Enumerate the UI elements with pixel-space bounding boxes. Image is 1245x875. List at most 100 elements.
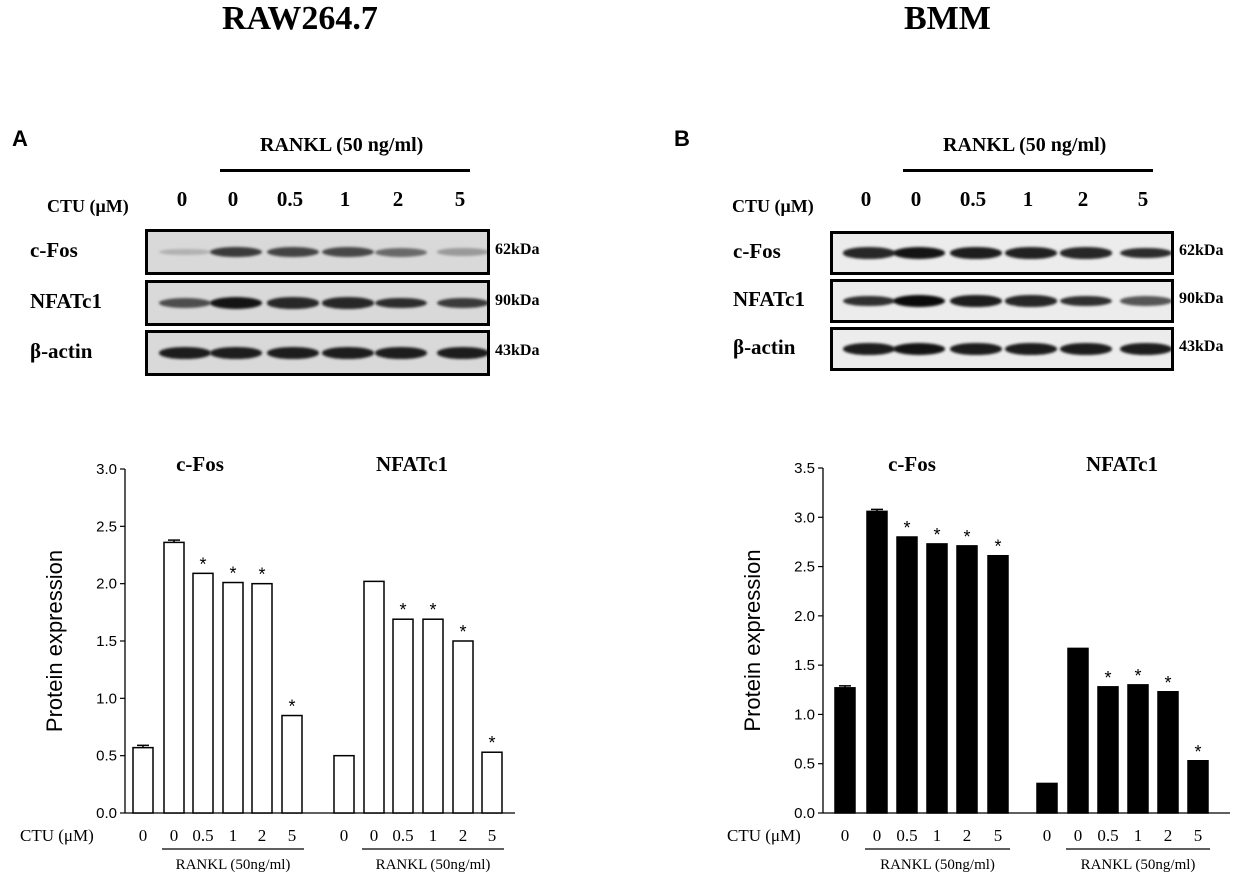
panel-b-conc-2: 0.5 xyxy=(959,187,987,211)
panel-a-band-2-1 xyxy=(210,347,262,359)
chart-b-sig-1-3: * xyxy=(1134,666,1141,686)
panel-a-conc-4: 2 xyxy=(392,187,404,211)
panel-b-band-0-3 xyxy=(1005,247,1057,259)
panel-a-conc-2: 0.5 xyxy=(276,187,304,211)
chart-b-bar-0-3 xyxy=(926,543,948,814)
chart-a-xcat-1-2: 0.5 xyxy=(392,826,413,845)
panel-b-band-1-4 xyxy=(1060,295,1112,307)
panel-a-blot-label-2: β-actin xyxy=(30,339,93,363)
panel-b-conc-0: 0 xyxy=(860,187,872,211)
chart-a-bar-1-4 xyxy=(452,640,474,814)
panel-a-conc-0: 0 xyxy=(176,187,188,211)
chart-b-bar-0-2 xyxy=(896,536,918,814)
chart-b-xcat-0-5: 5 xyxy=(994,826,1003,845)
chart-a-ytick-label-2: 1.0 xyxy=(96,690,117,707)
chart-a-rankl-label-1: RANKL (50ng/ml) xyxy=(376,857,491,873)
chart-b-sig-0-2: * xyxy=(903,518,910,538)
chart-b-bar-1-2 xyxy=(1097,686,1119,814)
chart-a-x-prefix: CTU (μM) xyxy=(20,826,94,845)
chart-b-sig-0-5: * xyxy=(994,537,1001,557)
panel-b-blot-0 xyxy=(830,231,1174,275)
chart-a-ytick-label-6: 3.0 xyxy=(96,461,117,478)
chart-a-rankl-label-0: RANKL (50ng/ml) xyxy=(176,857,291,873)
panel-a-band-1-0 xyxy=(159,298,211,308)
chart-a-bar-0-3 xyxy=(222,581,244,814)
chart-a-xcat-1-4: 2 xyxy=(459,826,468,845)
chart-a-xcat-0-3: 1 xyxy=(229,826,238,845)
panel-b-letter: B xyxy=(674,126,690,151)
panel-b-band-2-2 xyxy=(950,343,1002,355)
panel-b-band-1-2 xyxy=(950,295,1002,307)
panel-b-conc-4: 2 xyxy=(1077,187,1089,211)
panel-b-conc-5: 5 xyxy=(1137,187,1149,211)
panel-a-blot-0 xyxy=(145,229,490,275)
panel-a-conc-5: 5 xyxy=(454,187,466,211)
panel-b-blot-label-1: NFATc1 xyxy=(733,287,805,311)
panel-a-letter: A xyxy=(12,126,28,151)
chart-a-xcat-0-1: 0 xyxy=(170,826,179,845)
chart-b-bar-1-1 xyxy=(1067,647,1089,814)
chart-a-bar-0-5 xyxy=(281,714,303,814)
chart-b-ytick-label-7: 3.5 xyxy=(794,460,815,477)
chart-a-xcat-0-4: 2 xyxy=(258,826,267,845)
chart-b-xcat-1-4: 2 xyxy=(1164,826,1173,845)
panel-a-bar-chart: 0.0 0.5 1.0 1.5 2.0 2.5 3.0 Protein expression C… xyxy=(20,452,515,873)
panel-b-band-1-0 xyxy=(843,295,895,307)
panel-b-band-2-3 xyxy=(1005,343,1057,355)
chart-b-sig-0-4: * xyxy=(963,527,970,547)
panel-a-band-0-0 xyxy=(159,248,211,256)
chart-a-xcat-1-1: 0 xyxy=(370,826,379,845)
chart-a-sig-0-3: * xyxy=(229,564,236,584)
chart-a-bar-1-1 xyxy=(363,580,385,814)
panel-a-kda-1: 90kDa xyxy=(495,292,540,309)
panel-b-blot-label-0: c-Fos xyxy=(733,239,781,263)
panel-a-band-1-4 xyxy=(375,297,427,309)
chart-b-group-title-1: NFATc1 xyxy=(1086,452,1158,476)
chart-a-bar-0-1 xyxy=(163,541,185,814)
chart-a-bar-1-5 xyxy=(481,751,503,814)
panel-a-kda-0: 62kDa xyxy=(495,241,540,258)
chart-b-xcat-0-2: 0.5 xyxy=(896,826,917,845)
chart-a-sig-1-5: * xyxy=(488,733,495,753)
panel-a-band-2-3 xyxy=(322,347,374,359)
panel-a-band-1-5 xyxy=(437,297,487,309)
panel-a-conc-1: 0 xyxy=(227,187,239,211)
panel-b-band-0-1 xyxy=(893,247,945,259)
panel-b-band-0-5 xyxy=(1120,247,1171,259)
panel-a-band-2-5 xyxy=(437,347,487,359)
panel-b-rankl-line xyxy=(903,169,1153,172)
chart-a-bar-0-0 xyxy=(132,746,154,814)
chart-b-bar-0-4 xyxy=(956,545,978,814)
chart-a-sig-0-5: * xyxy=(288,697,295,717)
panel-a-band-0-2 xyxy=(267,246,319,258)
panel-a-ctu-label: CTU (μM) xyxy=(47,196,129,216)
chart-a-sig-0-4: * xyxy=(258,565,265,585)
panel-b-blot-label-2: β-actin xyxy=(733,335,796,359)
panel-a-blot-label-0: c-Fos xyxy=(30,238,78,262)
chart-b-ytick-label-3: 1.5 xyxy=(794,657,815,674)
chart-a-sig-1-4: * xyxy=(459,622,466,642)
panel-b-band-2-4 xyxy=(1060,343,1112,355)
panel-b-kda-1: 90kDa xyxy=(1179,290,1224,307)
panel-b-bar-chart: 0.0 0.5 1.0 1.5 2.0 2.5 3.0 3.5 Protein expressi… xyxy=(727,452,1230,873)
chart-b-sig-1-5: * xyxy=(1194,742,1201,762)
panel-a-header: RAW264.7 xyxy=(222,0,378,37)
panel-a-blot-label-1: NFATc1 xyxy=(30,289,102,313)
chart-a-sig-0-2: * xyxy=(199,554,206,574)
panel-b-conc-3: 1 xyxy=(1022,187,1034,211)
chart-b-group-title-0: c-Fos xyxy=(888,452,936,476)
chart-a-group-title-0: c-Fos xyxy=(176,452,224,476)
chart-b-bar-1-0 xyxy=(1036,782,1058,814)
chart-a-bar-1-0 xyxy=(333,754,355,814)
chart-b-bar-1-3 xyxy=(1127,684,1149,814)
chart-a-ytick-label-3: 1.5 xyxy=(96,633,117,650)
chart-b-rankl-label-1: RANKL (50ng/ml) xyxy=(1081,857,1196,873)
panel-b-ctu-label: CTU (μM) xyxy=(732,196,814,216)
panel-b-band-0-0 xyxy=(843,247,895,259)
chart-a-xcat-1-3: 1 xyxy=(429,826,438,845)
panel-a-blot-1 xyxy=(145,280,490,326)
panel-b-band-1-3 xyxy=(1005,295,1057,307)
chart-a-sig-1-3: * xyxy=(429,600,436,620)
panel-b-header: BMM xyxy=(904,0,991,37)
chart-a-xcat-0-5: 5 xyxy=(288,826,297,845)
